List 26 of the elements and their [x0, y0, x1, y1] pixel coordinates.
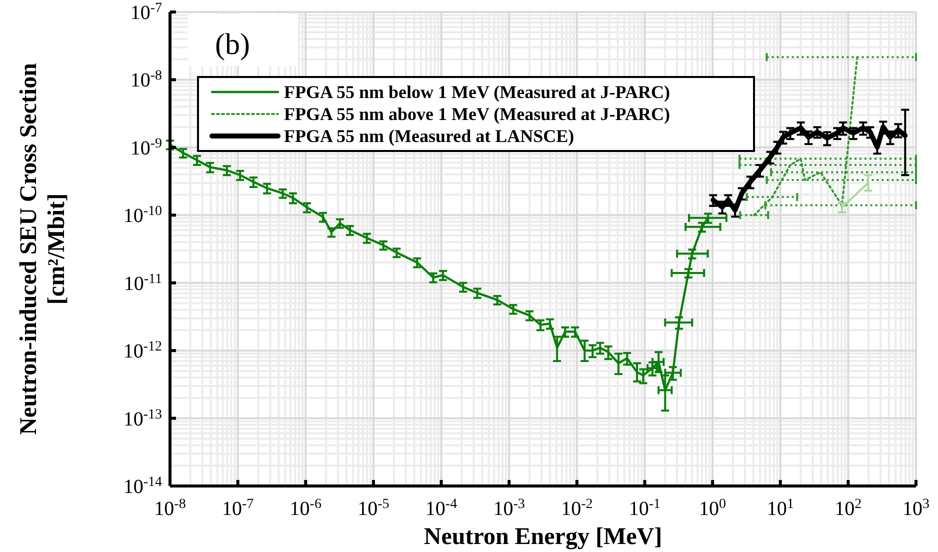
y-tick-label: 10$^{-9}$ [130, 136, 162, 160]
x-tick-label: 10$^{0}$ [699, 496, 726, 520]
legend-label: FPGA 55 nm (Measured at LANSCE) [284, 126, 574, 146]
legend-label: FPGA 55 nm below 1 MeV (Measured at J-PARC) [284, 82, 670, 102]
y-tick-label: 10$^{-11}$ [124, 271, 162, 295]
x-tick-label: 10$^{-1}$ [628, 496, 661, 520]
x-tick-label: 10$^{-6}$ [290, 496, 322, 520]
x-axis-title: Neutron Energy [MeV] [424, 524, 662, 550]
y-axis-title: Neutron-induced SEU Cross Section [cm²/Mbit] [16, 63, 70, 435]
annotation: (b) [215, 28, 250, 61]
x-tick-label: 10$^{-5}$ [358, 496, 390, 520]
x-tick-label: 10$^{-2}$ [561, 496, 593, 520]
y-tick-label: 10$^{-12}$ [123, 339, 162, 363]
y-tick-label: 10$^{-8}$ [130, 68, 162, 92]
y-tick-label: 10$^{-10}$ [123, 204, 162, 228]
x-tick-label: 10$^{-4}$ [425, 496, 458, 520]
x-tick-label: 10$^{2}$ [834, 496, 862, 520]
y-tick-label: 10$^{-13}$ [123, 406, 162, 430]
x-tick-label: 10$^{-3}$ [493, 496, 525, 520]
y-tick-label: 10$^{-7}$ [130, 0, 162, 24]
legend-label: FPGA 55 nm above 1 MeV (Measured at J-PARC) [284, 104, 670, 124]
x-tick-label: 10$^{-8}$ [154, 496, 186, 520]
x-tick-label: 10$^{1}$ [766, 496, 794, 520]
y-tick-label: 10$^{-14}$ [123, 474, 162, 498]
x-tick-label: 10$^{-7}$ [222, 496, 254, 520]
x-tick-label: 10$^{3}$ [902, 496, 930, 520]
